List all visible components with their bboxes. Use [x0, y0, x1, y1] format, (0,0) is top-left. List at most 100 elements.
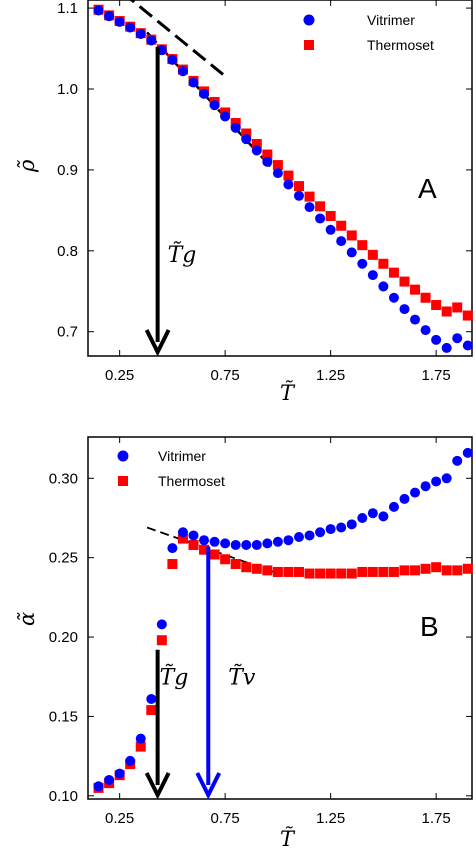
vitrimer-point — [135, 733, 146, 744]
thermoset-point — [346, 230, 357, 241]
vitrimer-point — [304, 202, 315, 213]
vitrimer-point — [388, 501, 399, 512]
thermoset-point — [325, 211, 336, 222]
vitrimer-point — [241, 134, 252, 145]
thermoset-point — [315, 568, 326, 579]
thermoset-point — [410, 565, 421, 576]
y-tick-label: 0.7 — [57, 324, 78, 341]
vitrimer-point — [220, 538, 231, 549]
vitrimer-point — [304, 530, 315, 541]
x-tick-label: 1.25 — [316, 810, 345, 827]
vitrimer-point — [104, 774, 115, 785]
vitrimer-point — [199, 535, 210, 546]
vitrimer-point — [367, 508, 378, 519]
a-arrows: T̃g — [144, 46, 196, 357]
vitrimer-point — [272, 536, 283, 547]
vitrimer-point — [251, 539, 262, 550]
x-tick-label: 0.25 — [105, 810, 134, 827]
thermoset-point — [262, 149, 273, 160]
a-legend-thermoset-marker — [304, 40, 314, 50]
thermoset-point — [283, 170, 294, 181]
vitrimer-point — [346, 519, 357, 530]
vitrimer-point — [399, 493, 410, 504]
thermoset-point — [388, 566, 399, 577]
vitrimer-point — [420, 481, 431, 492]
vitrimer-point — [167, 54, 178, 65]
thermoset-point — [462, 310, 473, 321]
x-tick-label: 1.75 — [422, 367, 451, 384]
thermoset-point — [357, 566, 368, 577]
b-ylabel: α̃ — [15, 612, 39, 626]
a-data-marks — [93, 4, 473, 353]
vitrimer-point — [315, 527, 326, 538]
thermoset-point — [304, 191, 315, 202]
b-legend: Vitrimer Thermoset — [117, 448, 225, 489]
thermoset-point — [146, 705, 157, 716]
b-legend-vitrimer-label: Vitrimer — [158, 448, 206, 464]
y-tick-label: 0.30 — [49, 470, 78, 487]
vitrimer-point — [125, 755, 136, 766]
thermoset-point — [367, 566, 378, 577]
vitrimer-point — [114, 768, 125, 779]
vitrimer-point — [378, 511, 389, 522]
thermoset-point — [420, 292, 431, 303]
vitrimer-point — [199, 88, 210, 99]
tv-arrow-head — [195, 772, 222, 800]
tg-arrow-head — [144, 329, 171, 357]
vitrimer-point — [93, 781, 104, 792]
thermoset-point — [378, 258, 389, 269]
vitrimer-point — [336, 522, 347, 533]
vitrimer-point — [177, 527, 188, 538]
y-tick-label: 0.9 — [57, 162, 78, 179]
vitrimer-point — [452, 455, 463, 466]
tg-arrow-label: T̃g — [160, 665, 189, 691]
vitrimer-point — [209, 100, 220, 111]
vitrimer-point — [410, 487, 421, 498]
thermoset-point — [135, 741, 146, 752]
vitrimer-point — [336, 236, 347, 247]
thermoset-point — [441, 306, 452, 317]
vitrimer-point — [420, 325, 431, 336]
y-tick-label: 1.1 — [57, 0, 78, 17]
vitrimer-point — [167, 543, 178, 554]
vitrimer-point — [262, 538, 273, 549]
vitrimer-point — [452, 333, 463, 344]
thermoset-point — [156, 635, 167, 646]
vitrimer-point — [357, 258, 368, 269]
thermoset-point — [336, 568, 347, 579]
plot-frame-b — [87, 436, 473, 800]
vitrimer-point — [315, 213, 326, 224]
vitrimer-point — [135, 28, 146, 39]
thermoset-point — [399, 565, 410, 576]
y-tick-label: 0.20 — [49, 629, 78, 646]
vitrimer-point — [410, 314, 421, 325]
thermoset-point — [272, 566, 283, 577]
x-tick-label: 0.75 — [211, 810, 240, 827]
a-legend: Vitrimer Thermoset — [303, 12, 434, 53]
vitrimer-point — [93, 5, 104, 16]
b-legend-thermoset-marker — [118, 476, 128, 486]
thermoset-point — [452, 565, 463, 576]
thermoset-point — [241, 128, 252, 139]
vitrimer-point — [462, 340, 473, 351]
vitrimer-point — [378, 281, 389, 292]
thermoset-point — [367, 249, 378, 260]
thermoset-point — [378, 566, 389, 577]
thermoset-point — [241, 562, 252, 573]
a-ticks: 0.25 0.75 1.25 1.75 0.7 0.8 0.9 1.0 1.1 — [57, 0, 472, 384]
vitrimer-point — [146, 35, 157, 46]
x-tick-label: 0.25 — [105, 367, 134, 384]
vitrimer-point — [230, 539, 241, 550]
thermoset-point — [357, 240, 368, 251]
vitrimer-point — [146, 693, 157, 704]
b-legend-vitrimer-marker — [117, 450, 129, 462]
vitrimer-point — [325, 224, 336, 235]
thermoset-point — [220, 554, 231, 565]
vitrimer-point — [241, 539, 252, 550]
b-fit-lines — [146, 526, 274, 573]
thermoset-point — [420, 563, 431, 574]
vitrimer-point — [188, 77, 199, 88]
thermoset-point — [441, 565, 452, 576]
b-panel-letter: B — [420, 611, 439, 642]
thermoset-point — [283, 566, 294, 577]
